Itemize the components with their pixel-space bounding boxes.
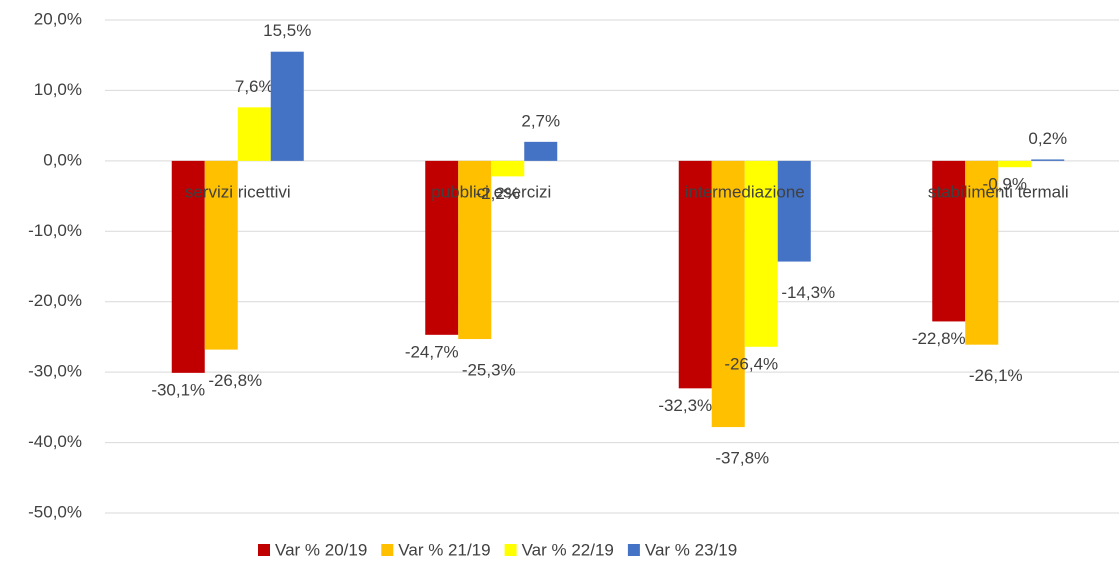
legend-label: Var % 21/19 [398, 540, 490, 559]
y-tick-label: 20,0% [34, 9, 82, 28]
data-label: -0,9% [983, 175, 1027, 194]
y-tick-label: -50,0% [28, 502, 82, 521]
bar [711, 160, 745, 428]
data-label: -14,3% [781, 283, 835, 302]
legend-swatch [627, 544, 640, 556]
data-label: -26,1% [969, 366, 1023, 385]
data-label: -30,1% [151, 380, 205, 399]
data-label: -25,3% [462, 361, 516, 380]
bar [965, 160, 999, 345]
bar [932, 160, 966, 322]
legend-label: Var % 23/19 [645, 540, 737, 559]
legend-swatch [381, 544, 394, 556]
data-label: -2,2% [476, 184, 520, 203]
bar [777, 160, 811, 262]
y-tick-label: -30,0% [28, 362, 82, 381]
y-tick-label: -40,0% [28, 432, 82, 451]
data-label: 7,6% [235, 77, 274, 96]
y-tick-label: 10,0% [34, 80, 82, 99]
x-tick-label: intermediazione [685, 182, 805, 201]
x-tick-label: servizi ricettivi [185, 182, 291, 201]
bar [204, 160, 238, 350]
data-label: 2,7% [521, 111, 560, 130]
data-label: -22,8% [912, 329, 966, 348]
data-label: 15,5% [263, 21, 311, 40]
data-label: 0,2% [1028, 129, 1067, 148]
bar [425, 160, 459, 335]
bar [491, 160, 525, 177]
bar [171, 160, 205, 373]
data-label: -26,4% [724, 354, 778, 373]
bar [998, 160, 1032, 168]
bar [458, 160, 492, 340]
y-tick-label: 0,0% [43, 150, 82, 169]
data-label: -24,7% [405, 342, 459, 361]
bar [237, 107, 271, 161]
legend-label: Var % 20/19 [275, 540, 367, 559]
bar [678, 160, 712, 389]
x-tick-label: pubblici esercizi [431, 182, 551, 201]
x-tick-label: stabilimenti termali [928, 182, 1069, 201]
data-label: -37,8% [715, 449, 769, 468]
data-label: -32,3% [658, 396, 712, 415]
legend-swatch [504, 544, 517, 556]
legend-swatch [258, 544, 270, 556]
bar [524, 141, 558, 161]
legend-label: Var % 22/19 [522, 540, 614, 559]
bar [1031, 159, 1065, 161]
data-label: -26,8% [208, 371, 262, 390]
bar [270, 51, 304, 161]
bar [744, 160, 778, 347]
y-tick-label: -10,0% [28, 221, 82, 240]
y-tick-label: -20,0% [28, 291, 82, 310]
